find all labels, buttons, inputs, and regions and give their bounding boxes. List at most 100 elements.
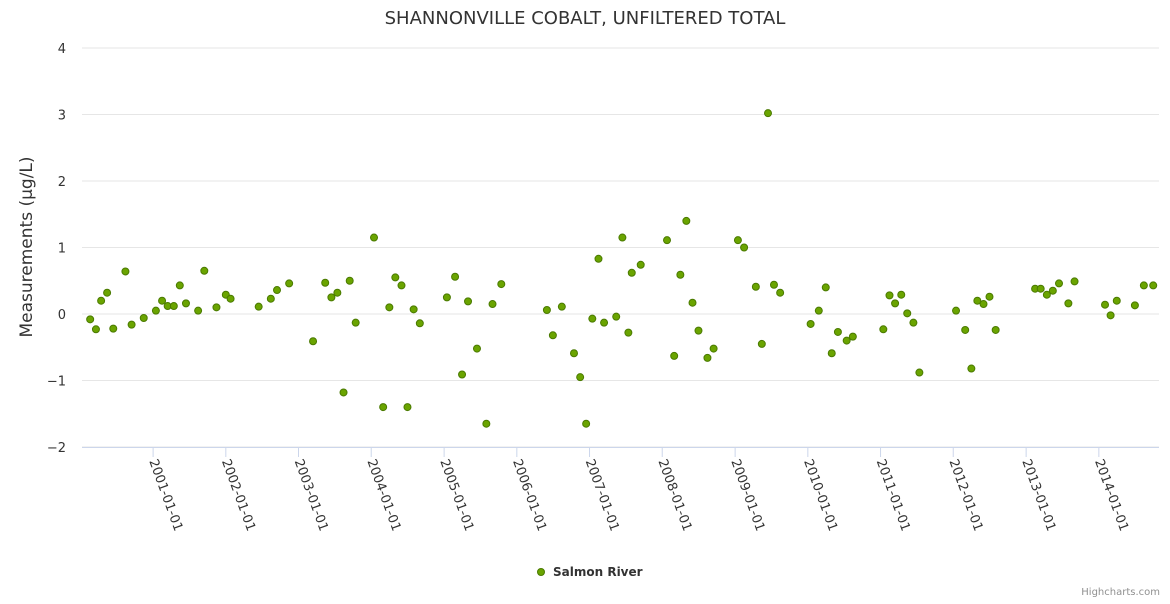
data-point[interactable] xyxy=(973,296,982,305)
data-point[interactable] xyxy=(1070,277,1079,286)
data-point[interactable] xyxy=(588,314,597,323)
data-point[interactable] xyxy=(763,109,772,118)
data-point[interactable] xyxy=(254,302,263,311)
data-point[interactable] xyxy=(709,344,718,353)
data-point[interactable] xyxy=(1042,290,1051,299)
data-point[interactable] xyxy=(339,388,348,397)
data-point[interactable] xyxy=(266,294,275,303)
data-point[interactable] xyxy=(676,270,685,279)
data-point[interactable] xyxy=(464,297,473,306)
data-point[interactable] xyxy=(397,281,406,290)
data-point[interactable] xyxy=(309,337,318,346)
data-point[interactable] xyxy=(827,349,836,358)
data-point[interactable] xyxy=(212,303,221,312)
data-point[interactable] xyxy=(776,288,785,297)
data-point[interactable] xyxy=(194,306,203,315)
data-point[interactable] xyxy=(472,344,481,353)
data-point[interactable] xyxy=(370,233,379,242)
data-point[interactable] xyxy=(624,328,633,337)
data-point[interactable] xyxy=(127,320,136,329)
data-point[interactable] xyxy=(757,339,766,348)
data-point[interactable] xyxy=(1112,296,1121,305)
data-point[interactable] xyxy=(497,280,506,289)
data-point[interactable] xyxy=(1139,281,1148,290)
data-point[interactable] xyxy=(821,283,830,292)
data-point[interactable] xyxy=(1048,286,1057,295)
data-point[interactable] xyxy=(842,336,851,345)
data-point[interactable] xyxy=(1064,299,1073,308)
data-point[interactable] xyxy=(458,370,467,379)
data-point[interactable] xyxy=(321,278,330,287)
data-point[interactable] xyxy=(1130,301,1139,310)
data-point[interactable] xyxy=(740,243,749,252)
data-point[interactable] xyxy=(979,300,988,309)
data-point[interactable] xyxy=(1055,279,1064,288)
data-point[interactable] xyxy=(612,312,621,321)
data-point[interactable] xyxy=(548,331,557,340)
data-point[interactable] xyxy=(682,216,691,225)
data-point[interactable] xyxy=(582,419,591,428)
data-point[interactable] xyxy=(1149,281,1158,290)
data-point[interactable] xyxy=(385,303,394,312)
data-point[interactable] xyxy=(967,364,976,373)
data-point[interactable] xyxy=(833,327,842,336)
data-point[interactable] xyxy=(663,236,672,245)
data-point[interactable] xyxy=(158,296,167,305)
data-point[interactable] xyxy=(897,290,906,299)
data-point[interactable] xyxy=(688,298,697,307)
data-point[interactable] xyxy=(97,296,106,305)
data-point[interactable] xyxy=(769,280,778,289)
data-point[interactable] xyxy=(1106,311,1115,320)
data-point[interactable] xyxy=(636,260,645,269)
data-point[interactable] xyxy=(121,267,130,276)
data-point[interactable] xyxy=(482,419,491,428)
data-point[interactable] xyxy=(181,299,190,308)
data-point[interactable] xyxy=(848,332,857,341)
data-point[interactable] xyxy=(175,281,184,290)
data-point[interactable] xyxy=(91,325,100,334)
data-point[interactable] xyxy=(600,318,609,327)
data-point[interactable] xyxy=(451,272,460,281)
data-point[interactable] xyxy=(379,403,388,412)
data-point[interactable] xyxy=(814,306,823,315)
data-point[interactable] xyxy=(139,313,148,322)
data-point[interactable] xyxy=(86,315,95,324)
data-point[interactable] xyxy=(151,306,160,315)
data-point[interactable] xyxy=(952,306,961,315)
data-point[interactable] xyxy=(226,294,235,303)
data-point[interactable] xyxy=(903,309,912,318)
data-point[interactable] xyxy=(103,288,112,297)
data-point[interactable] xyxy=(557,302,566,311)
data-point[interactable] xyxy=(751,282,760,291)
data-point[interactable] xyxy=(733,236,742,245)
data-point[interactable] xyxy=(703,353,712,362)
data-point[interactable] xyxy=(488,300,497,309)
data-point[interactable] xyxy=(442,293,451,302)
data-point[interactable] xyxy=(985,292,994,301)
data-point[interactable] xyxy=(542,306,551,315)
data-point[interactable] xyxy=(909,318,918,327)
credits-link[interactable]: Highcharts.com xyxy=(1081,587,1160,598)
data-point[interactable] xyxy=(915,368,924,377)
data-point[interactable] xyxy=(569,349,578,358)
data-point[interactable] xyxy=(285,279,294,288)
legend-marker[interactable] xyxy=(537,568,545,576)
data-point[interactable] xyxy=(327,293,336,302)
data-point[interactable] xyxy=(403,403,412,412)
legend[interactable]: Salmon River xyxy=(537,565,643,579)
data-point[interactable] xyxy=(415,319,424,328)
data-point[interactable] xyxy=(333,288,342,297)
data-point[interactable] xyxy=(1101,300,1110,309)
data-point[interactable] xyxy=(618,233,627,242)
data-point[interactable] xyxy=(109,324,118,333)
data-point[interactable] xyxy=(891,299,900,308)
legend-item-salmon-river[interactable]: Salmon River xyxy=(553,565,643,579)
data-point[interactable] xyxy=(879,325,888,334)
data-point[interactable] xyxy=(345,276,354,285)
data-point[interactable] xyxy=(351,318,360,327)
data-point[interactable] xyxy=(391,273,400,282)
data-point[interactable] xyxy=(885,291,894,300)
data-point[interactable] xyxy=(670,351,679,360)
data-point[interactable] xyxy=(627,268,636,277)
data-point[interactable] xyxy=(1036,284,1045,293)
